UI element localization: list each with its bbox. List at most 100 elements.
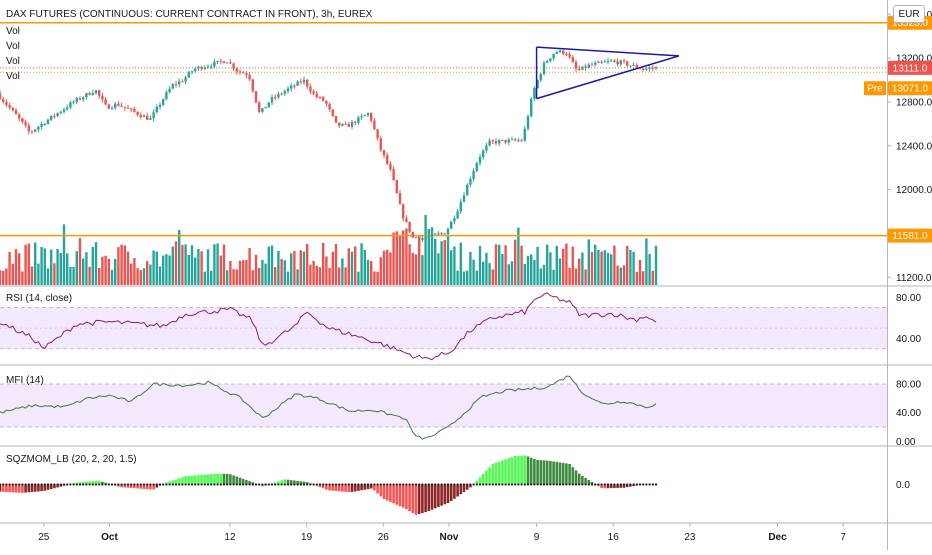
time-tick-label: 26	[378, 532, 390, 543]
sqz-dot	[162, 483, 165, 486]
volume-bar	[251, 270, 254, 285]
sqz-dot	[222, 483, 226, 486]
sqz-dot	[242, 483, 245, 486]
candle-body	[446, 228, 450, 235]
vol-label-2: Vol	[6, 41, 20, 52]
candle-body	[242, 72, 245, 74]
time-axis[interactable]: 25 Oct 12 19 26 Nov 9 16 23 Dec 7	[38, 523, 846, 543]
triangle-pattern[interactable]	[535, 46, 680, 100]
candle-body	[430, 233, 434, 237]
sqz-bar	[475, 480, 479, 485]
volume-bar	[581, 252, 584, 285]
sqz-dot	[350, 483, 354, 486]
sqz-dot	[421, 483, 424, 486]
sqz-dot	[501, 483, 504, 486]
volume-bar	[642, 271, 645, 285]
candle-body	[533, 87, 536, 99]
volume-bar	[216, 243, 219, 285]
sqz-dot	[389, 483, 392, 486]
volume-bar	[328, 268, 331, 285]
volume-bar	[293, 251, 296, 285]
sqz-dot	[555, 483, 558, 486]
sqzmom-histogram	[0, 455, 658, 515]
resistance-price-tag: 13523.0	[892, 18, 929, 29]
sqz-dot	[485, 483, 488, 486]
sqz-dot	[53, 483, 56, 486]
candle-body	[11, 107, 14, 111]
volume-bar	[261, 259, 264, 285]
volume-bar	[254, 254, 258, 285]
sqz-bar	[181, 477, 184, 485]
volume-bar	[574, 268, 578, 285]
candle-body	[334, 116, 338, 123]
candle-body	[478, 157, 482, 164]
mfi-tick-label: 0.00	[896, 437, 916, 448]
sqz-bar	[603, 484, 607, 489]
volume-bar	[203, 271, 206, 285]
volume-bar	[315, 265, 318, 285]
sqz-dot	[34, 483, 37, 486]
currency-button[interactable]: EUR	[893, 5, 925, 23]
sqz-dot	[379, 483, 382, 486]
sqz-dot	[149, 483, 152, 486]
sqz-dot	[18, 483, 21, 486]
sqz-bar	[78, 482, 82, 485]
volume-bar	[590, 252, 594, 285]
candle-body	[571, 57, 574, 63]
sqz-dot	[549, 483, 552, 486]
candle-body	[379, 138, 382, 150]
sqz-dot	[558, 483, 562, 486]
sqz-dot	[450, 483, 453, 486]
volume-bar	[347, 248, 350, 285]
candle-body	[616, 61, 619, 65]
sqz-bar	[177, 478, 181, 485]
volume-bar	[603, 250, 606, 285]
sqz-bar	[385, 484, 389, 501]
volume-bar	[520, 245, 523, 285]
sqz-dot	[66, 483, 69, 486]
sqz-dot	[654, 483, 658, 486]
sqz-dot	[562, 483, 565, 486]
candle-body	[501, 139, 504, 141]
sqz-bar	[197, 475, 200, 485]
volume-bar	[616, 265, 619, 285]
last-price-tag: 13111.0	[893, 63, 928, 74]
sqz-bar	[542, 460, 546, 485]
sqz-bar	[139, 484, 143, 489]
candle-body	[146, 115, 149, 120]
sqz-dot	[248, 483, 251, 486]
sqz-bar	[187, 475, 191, 485]
volume-bar	[584, 269, 587, 285]
candle-body	[181, 81, 184, 83]
sqz-bar	[8, 484, 11, 493]
sqz-dot	[5, 483, 8, 486]
sqz-bar	[331, 484, 335, 491]
volume-bar	[219, 255, 222, 285]
candle-body	[562, 50, 565, 54]
sqz-dot	[133, 483, 136, 486]
sqz-dot	[507, 483, 510, 486]
volume-bar	[283, 260, 286, 285]
sqz-bar	[587, 480, 591, 485]
candle-body	[466, 184, 469, 196]
sqz-dot	[366, 483, 370, 486]
pre-price-tag: 13071.0	[892, 84, 929, 95]
volume-bar	[405, 228, 408, 285]
volume-bar	[21, 271, 24, 285]
volume-bar	[69, 267, 72, 285]
sqz-bar	[504, 459, 507, 485]
rsi-band	[0, 307, 887, 349]
sqz-dot	[197, 483, 200, 486]
sqz-dot	[293, 483, 296, 486]
sqz-dot	[258, 483, 261, 486]
candle-body	[523, 128, 526, 141]
horizontal-levels[interactable]	[0, 21, 887, 237]
volume-bar	[104, 255, 107, 285]
candle-body	[158, 104, 162, 107]
candle-body	[283, 91, 286, 94]
candle-body	[248, 75, 251, 80]
sqz-dot	[264, 483, 267, 486]
